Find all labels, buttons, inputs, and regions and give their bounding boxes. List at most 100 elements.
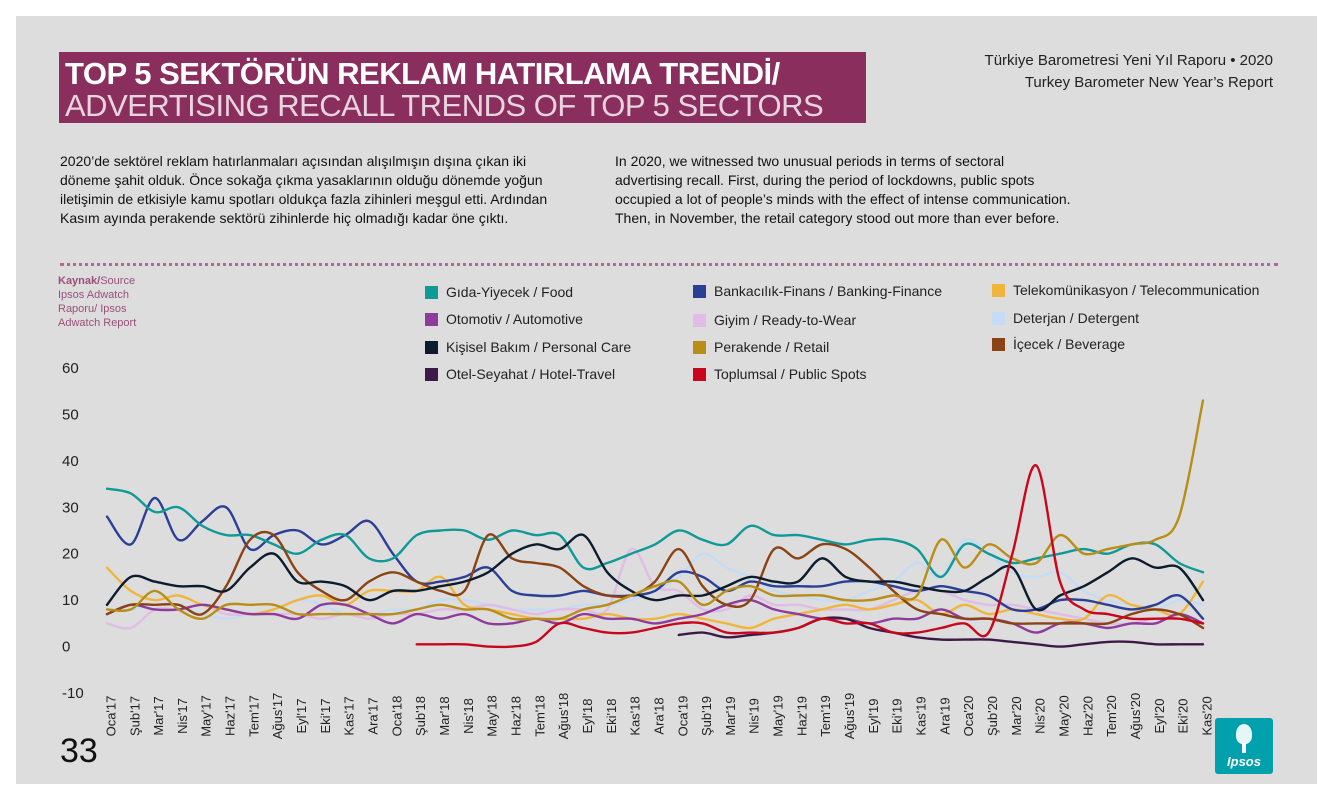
legend-swatch (693, 367, 706, 381)
x-tick-label: Oca'19 (675, 696, 690, 737)
x-tick-label: Eki'20 (1176, 698, 1191, 733)
x-tick-label: Tem'20 (1104, 695, 1119, 737)
legend-label: Toplumsal / Public Spots (714, 366, 867, 382)
x-tick-label: Mar'19 (723, 696, 738, 735)
legend-item: Deterjan / Detergent (992, 310, 1139, 326)
x-tick-label: Ara'19 (937, 697, 952, 734)
legend-item: Kişisel Bakım / Personal Care (425, 339, 631, 355)
legend-label: Giyim / Ready-to-Wear (714, 312, 857, 328)
legend-swatch (992, 337, 1005, 351)
ipsos-logo: Ipsos (1215, 718, 1273, 774)
series-line (105, 496, 1205, 620)
y-tick-label: 50 (62, 406, 79, 423)
x-tick-label: Eyl'17 (294, 698, 309, 733)
logo-text: Ipsos (1227, 754, 1261, 769)
legend-swatch (693, 313, 706, 327)
x-tick-label: Tem'18 (532, 695, 547, 737)
y-tick-label: 0 (62, 639, 70, 656)
x-tick-label: Eyl'19 (866, 698, 881, 733)
legend-swatch (992, 311, 1005, 325)
report-name: Türkiye Barometresi Yeni Yıl Raporu • 20… (985, 50, 1273, 94)
x-tick-label: Kas'19 (914, 696, 929, 735)
y-tick-label: 10 (62, 592, 79, 609)
x-tick-label: Nis'18 (461, 698, 476, 734)
x-tick-label: May'18 (485, 695, 500, 737)
y-tick-label: -10 (62, 685, 84, 702)
x-tick-label: Kas'20 (1199, 696, 1214, 735)
x-tick-label: May'20 (1056, 695, 1071, 737)
legend-item: İçecek / Beverage (992, 336, 1125, 352)
legend-swatch (425, 285, 438, 299)
legend-label: Gıda-Yiyecek / Food (446, 284, 574, 300)
x-tick-label: Haz'18 (508, 696, 523, 736)
legend-label: Deterjan / Detergent (1013, 310, 1140, 326)
y-tick-label: 20 (62, 546, 79, 563)
x-tick-label: Mar'20 (1009, 696, 1024, 735)
x-tick-label: Eki'19 (890, 698, 905, 733)
x-tick-label: Nis'17 (175, 698, 190, 734)
source-note: Kaynak/Source Ipsos Adwatch Raporu/ Ipso… (58, 274, 168, 330)
series-line (105, 399, 1205, 621)
x-tick-label: Haz'20 (1080, 696, 1095, 736)
series-line (105, 530, 1205, 630)
x-tick-label: Nis'20 (1033, 698, 1048, 734)
x-tick-label: Ağus'17 (270, 693, 285, 740)
x-tick-label: Eki'17 (318, 698, 333, 733)
legend-item: Bankacılık-Finans / Banking-Finance (693, 283, 942, 299)
x-tick-label: Kas'18 (628, 696, 643, 735)
legend-label: Otomotiv / Automotive (446, 311, 583, 327)
legend-label: Otel-Seyahat / Hotel-Travel (446, 366, 616, 382)
title-english: ADVERTISING RECALL TRENDS OF TOP 5 SECTO… (65, 88, 824, 123)
x-tick-label: Tem'19 (818, 695, 833, 737)
x-tick-label: Ağus'18 (556, 693, 571, 740)
x-tick-label: Şub'19 (699, 696, 714, 736)
legend-label: Bankacılık-Finans / Banking-Finance (714, 283, 942, 299)
report-name-english: Turkey Barometer New Year’s Report (1024, 74, 1273, 91)
intro-text-english: In 2020, we witnessed two unusual period… (615, 153, 1071, 226)
legend-swatch (693, 284, 706, 298)
x-tick-label: Ara'17 (366, 697, 381, 734)
x-tick-label: Haz'17 (223, 696, 238, 736)
legend-swatch (693, 340, 706, 354)
series-line (105, 537, 1205, 620)
x-tick-label: May'17 (199, 695, 214, 737)
x-tick-label: Haz'19 (794, 696, 809, 736)
report-name-turkish: Türkiye Barometresi Yeni Yıl Raporu • 20… (984, 52, 1273, 69)
x-tick-label: Mar'18 (437, 696, 452, 735)
legend-item: Otomotiv / Automotive (425, 311, 583, 327)
x-tick-label: Ara'18 (651, 697, 666, 734)
y-tick-label: 60 (62, 360, 79, 377)
legend-swatch (425, 312, 438, 326)
legend-item: Toplumsal / Public Spots (693, 366, 867, 382)
x-tick-label: Oca'17 (103, 696, 118, 737)
source-text: Ipsos Adwatch Raporu/ Ipsos Adwatch Repo… (58, 289, 137, 329)
y-tick-label: 40 (62, 453, 79, 470)
x-tick-label: Eyl'20 (1152, 698, 1167, 733)
legend-label: Kişisel Bakım / Personal Care (446, 339, 632, 355)
x-tick-label: Oca'18 (389, 696, 404, 737)
logo-stem-icon (1242, 743, 1246, 753)
legend-swatch (425, 340, 438, 354)
x-tick-label: Şub'18 (413, 696, 428, 736)
page-number: 33 (60, 732, 98, 770)
y-tick-label: 30 (62, 499, 79, 516)
x-tick-label: Şub'17 (127, 696, 142, 736)
source-label: Source (100, 275, 136, 287)
title-banner: TOP 5 SEKTÖRÜN REKLAM HATIRLAMA TRENDİ/ … (59, 52, 866, 123)
slide-panel (16, 16, 1317, 784)
series-line (105, 598, 1205, 634)
x-tick-label: Tem'17 (246, 695, 261, 737)
x-tick-label: Oca'20 (961, 696, 976, 737)
x-tick-label: Eki'18 (604, 698, 619, 733)
x-tick-label: Nis'19 (747, 698, 762, 734)
x-tick-label: Ağus'20 (1128, 693, 1143, 740)
legend-label: Perakende / Retail (714, 339, 830, 355)
x-tick-label: Mar'17 (151, 696, 166, 735)
legend-item: Giyim / Ready-to-Wear (693, 312, 856, 328)
legend-item: Gıda-Yiyecek / Food (425, 284, 573, 300)
legend-item: Otel-Seyahat / Hotel-Travel (425, 366, 615, 382)
series-line (415, 464, 1205, 649)
intro-text-turkish: 2020’de sektörel reklam hatırlanmaları a… (60, 153, 548, 226)
legend-label: Telekomünikasyon / Telecommunication (1013, 282, 1260, 298)
